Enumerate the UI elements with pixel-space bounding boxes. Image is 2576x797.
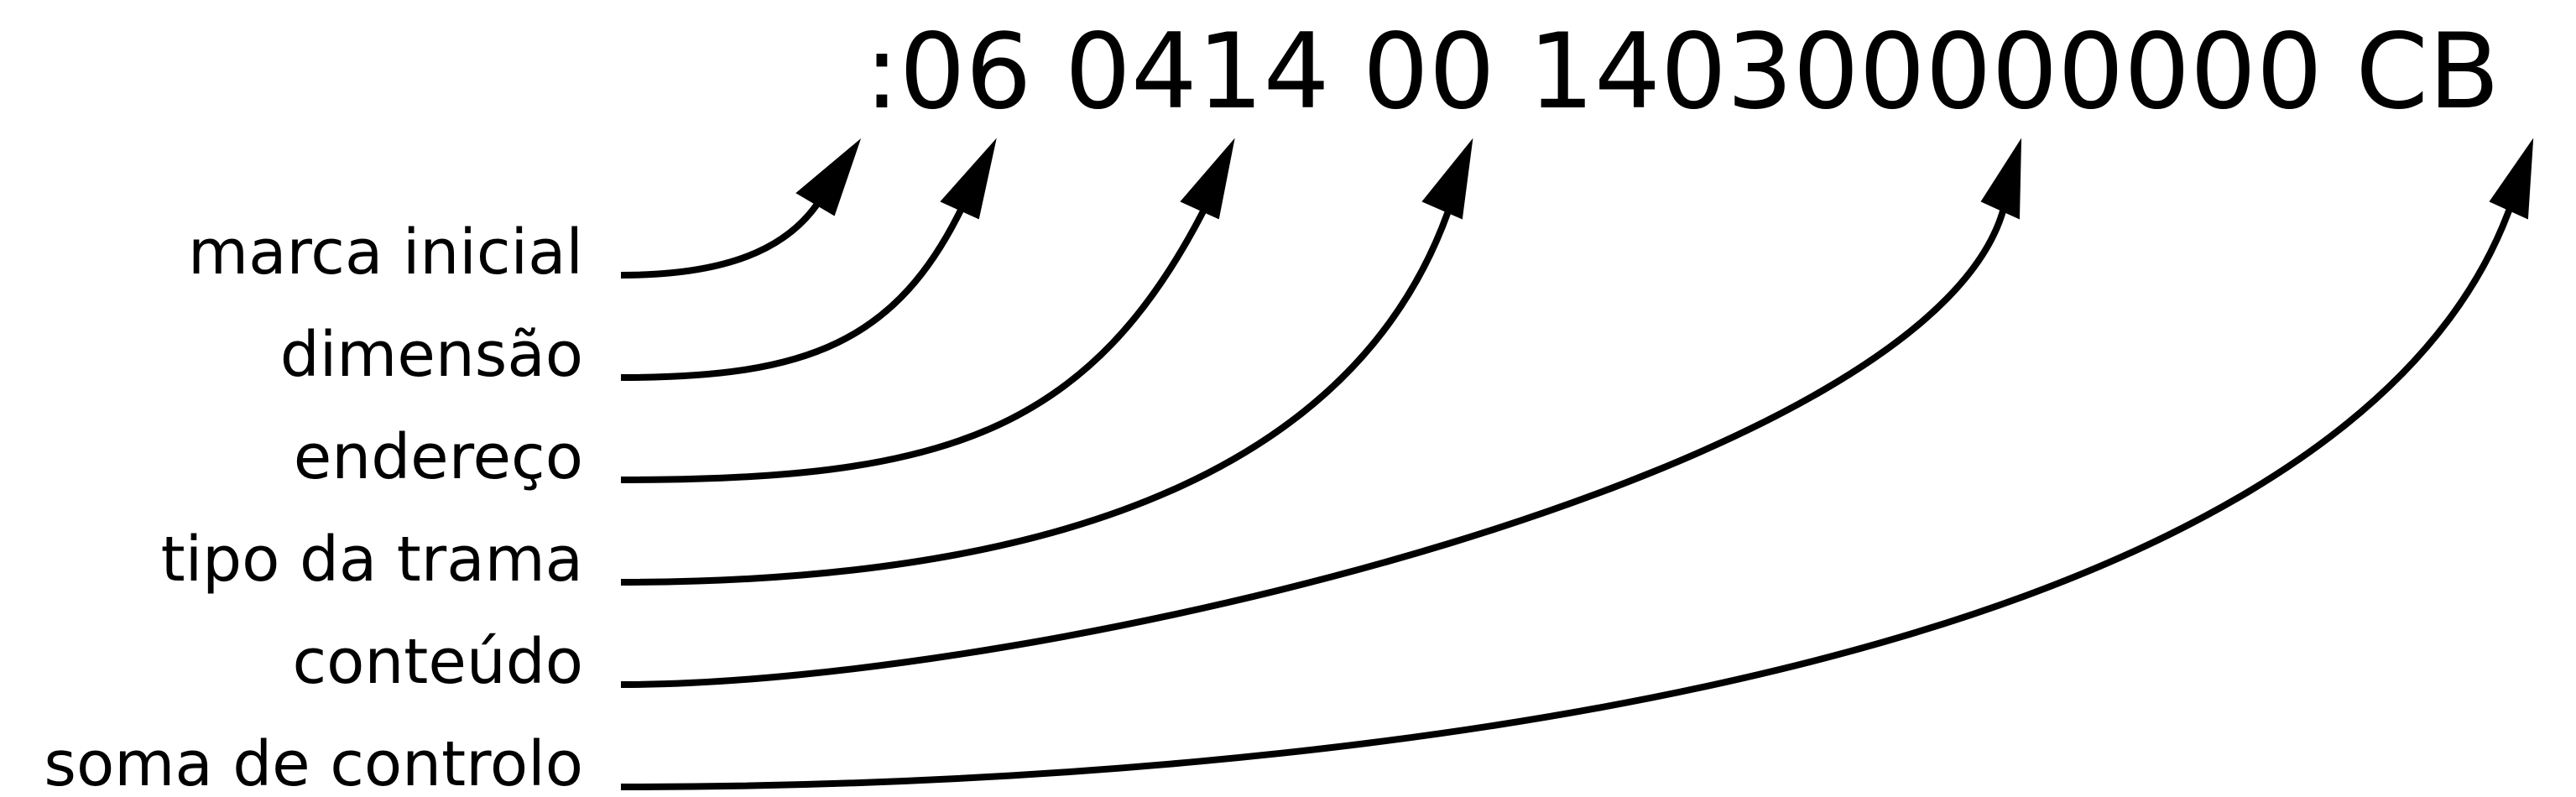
leader-address bbox=[620, 200, 1212, 483]
arrowhead-data bbox=[1980, 138, 2022, 220]
record-length: 06 bbox=[900, 12, 1032, 133]
label-record-type: tipo da trama bbox=[161, 524, 583, 596]
arrowhead-start-mark bbox=[795, 138, 862, 216]
leader-length bbox=[620, 200, 968, 381]
arrowhead-address bbox=[1180, 138, 1235, 220]
record-address: 0414 bbox=[1065, 12, 1330, 133]
label-address: endereço bbox=[294, 421, 583, 493]
record-type: 00 bbox=[1363, 12, 1495, 133]
arrowhead-record-type bbox=[1421, 138, 1473, 220]
leader-checksum bbox=[620, 200, 2516, 790]
label-checksum: soma de controlo bbox=[44, 728, 583, 797]
arrowhead-checksum bbox=[2489, 138, 2534, 220]
leader-data bbox=[620, 201, 2009, 688]
record-data: 140300000000 bbox=[1528, 12, 2323, 133]
label-start-mark: marca inicial bbox=[188, 216, 583, 289]
label-data: conteúdo bbox=[292, 626, 583, 698]
label-length: dimensão bbox=[280, 319, 583, 391]
record-start-mark: : bbox=[864, 12, 900, 133]
leader-record-type bbox=[620, 200, 1455, 586]
arrowhead-length bbox=[940, 138, 997, 220]
hex-record: :06 0414 00 140300000000 CB bbox=[864, 12, 2500, 133]
record-checksum: CB bbox=[2355, 12, 2500, 133]
leader-start-mark bbox=[620, 194, 826, 279]
